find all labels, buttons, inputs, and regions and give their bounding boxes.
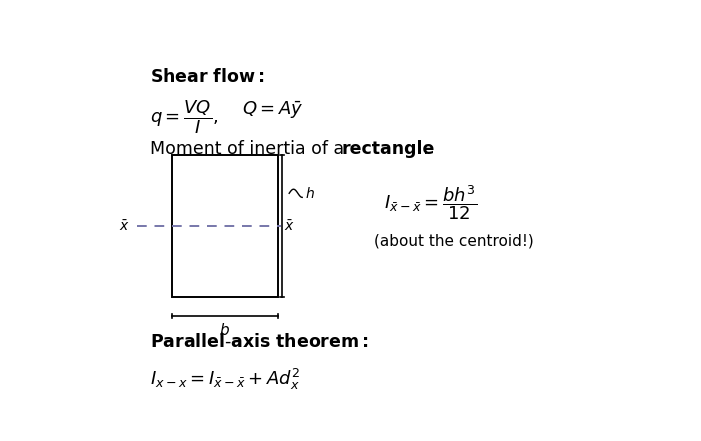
Text: (about the centroid!): (about the centroid!) [374, 234, 534, 249]
Text: $\bar{x}$: $\bar{x}$ [119, 219, 130, 234]
Text: rectangle: rectangle [342, 139, 435, 157]
Text: $\mathbf{Parallel\text{-}axis\ theorem:}$: $\mathbf{Parallel\text{-}axis\ theorem:}… [150, 333, 369, 351]
Text: Moment of inertia of a: Moment of inertia of a [150, 139, 350, 157]
Bar [172, 155, 278, 297]
Text: $b$: $b$ [219, 322, 230, 338]
Text: $I_{\bar{x}-\bar{x}} = \dfrac{bh^3}{12}$: $I_{\bar{x}-\bar{x}} = \dfrac{bh^3}{12}$ [383, 183, 477, 222]
Text: $I_{x-x} = I_{\bar{x}-\bar{x}} + Ad_x^2$: $I_{x-x} = I_{\bar{x}-\bar{x}} + Ad_x^2$ [150, 367, 301, 392]
Text: $\bar{x}$: $\bar{x}$ [284, 219, 294, 234]
Text: $h$: $h$ [305, 186, 315, 201]
Text: $\mathbf{Shear\ flow:}$: $\mathbf{Shear\ flow:}$ [150, 68, 265, 86]
Text: $Q = A\bar{y}$: $Q = A\bar{y}$ [243, 100, 304, 121]
Text: :: : [423, 139, 429, 157]
Text: $q = \dfrac{VQ}{I},$: $q = \dfrac{VQ}{I},$ [150, 99, 218, 136]
